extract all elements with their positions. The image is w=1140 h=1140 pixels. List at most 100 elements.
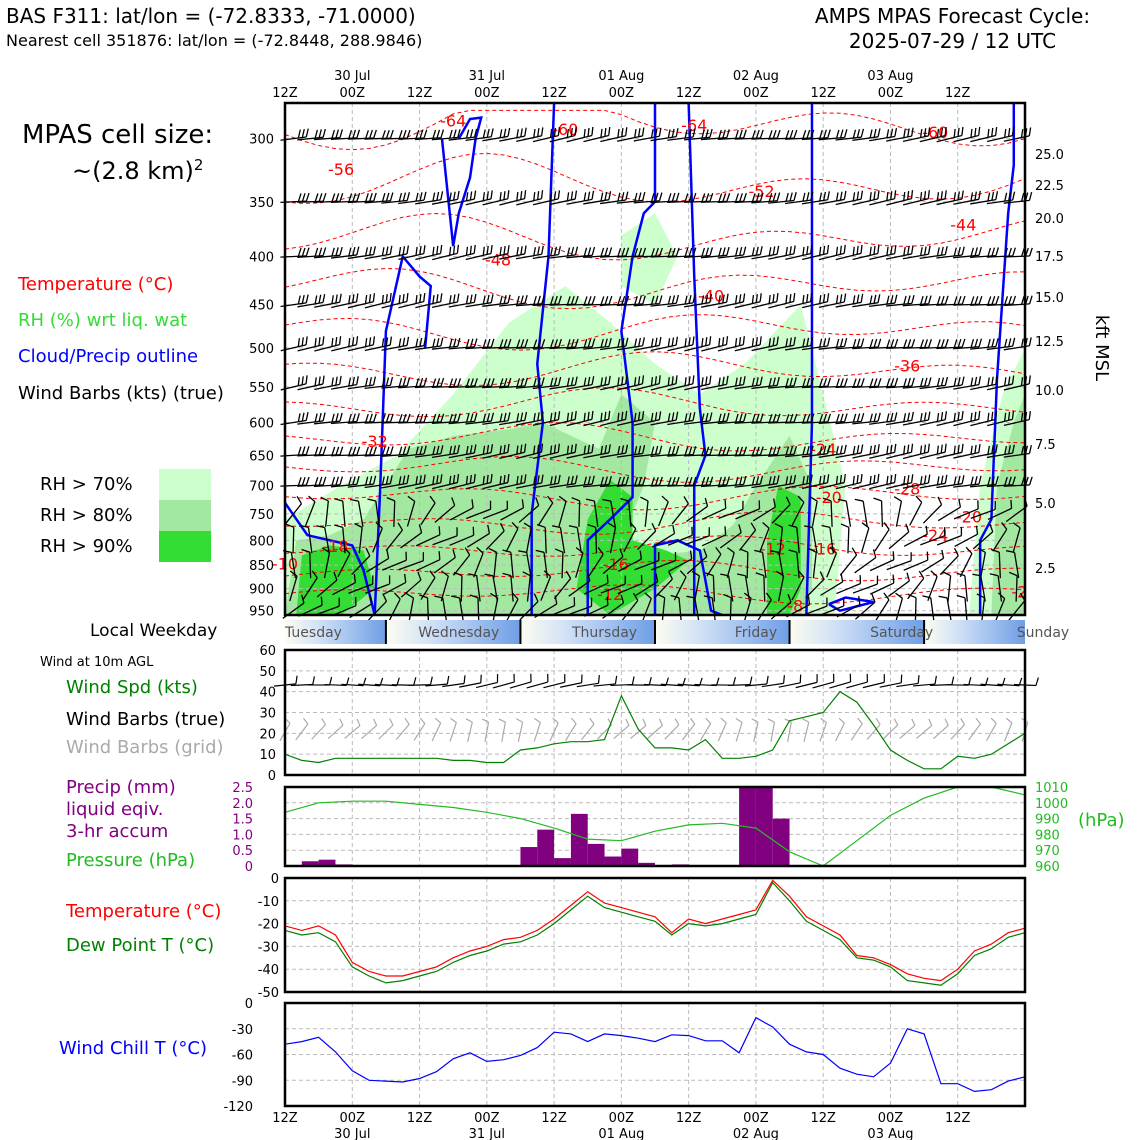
wind-barb-feather: [829, 546, 837, 554]
wind-barb-feather: [940, 295, 945, 305]
wind-barb-feather: [806, 413, 811, 423]
wind-barb-feather: [415, 476, 418, 485]
wind-barb-shaft: [997, 683, 1020, 687]
wind-barb-feather: [1001, 522, 1008, 530]
wind-barb: [986, 247, 1016, 258]
wind-barb-feather: [684, 413, 688, 422]
wind-barb-feather: [600, 476, 604, 486]
temperature-contour-7: [284, 422, 1026, 452]
wind-barb-grid: [802, 718, 810, 742]
pressure-tick-label: 650: [249, 449, 274, 464]
wind-barb-feather: [518, 550, 527, 554]
wind-barb-feather: [355, 293, 359, 303]
wind-barb-feather: [348, 295, 351, 304]
wind-barb-shaft: [633, 135, 660, 142]
wind-barb: [449, 526, 475, 546]
wind-barb: [686, 548, 708, 575]
wind-barb-feather: [537, 475, 540, 484]
wind-barb-feather: [453, 571, 463, 577]
wind-barb-feather: [339, 375, 342, 385]
pressure-tick-label: 950: [249, 605, 274, 620]
wind-barb-feather: [625, 476, 630, 485]
wind-barb-feather: [402, 377, 407, 387]
wind-barb-feather: [654, 476, 659, 486]
wind-barb: [347, 413, 377, 424]
bottom-date-tick-label: 02 Aug: [733, 1127, 779, 1140]
wind-barb-feather: [499, 445, 502, 455]
pressure-tick-label: 700: [249, 480, 274, 495]
wind-barb-shaft: [466, 508, 491, 520]
wind-barb-feather: [385, 129, 390, 139]
wind-barb-shaft: [358, 527, 363, 554]
wind-barb-feather: [785, 294, 788, 304]
wind-barb-feather: [297, 295, 301, 305]
wind-barb-feather: [604, 127, 607, 137]
top-date-tick-label: 31 Jul: [469, 69, 505, 84]
wind-barb-feather: [406, 377, 411, 386]
wind-barb-feather: [903, 246, 906, 256]
wind-barb-feather: [802, 718, 810, 723]
wind-barb-feather: [423, 337, 427, 346]
wind-barb-grid: [968, 717, 981, 741]
wind-barb-shaft: [382, 559, 407, 571]
wind-barb-feather: [301, 412, 305, 422]
wind-barb: [500, 499, 525, 521]
wind-barb-shaft: [347, 253, 374, 260]
wind-barb-shaft: [651, 532, 675, 548]
wind-barb-feather: [961, 475, 965, 484]
wind-barb-feather: [768, 338, 772, 347]
wind-barb-shaft: [785, 253, 811, 260]
wind-barb-feather: [338, 597, 340, 607]
wind-barb-feather: [436, 445, 440, 455]
wind-barb-shaft: [801, 453, 828, 458]
wind-barb-feather: [940, 339, 945, 348]
wind-barb-shaft: [869, 302, 895, 307]
wind-barb-shaft: [701, 383, 727, 391]
wind-barb-feather: [602, 498, 611, 502]
wind-barb-feather: [469, 378, 474, 387]
wind-barb-feather: [338, 336, 342, 345]
weekday-label-thursday: Thursday: [571, 625, 637, 641]
wind-barb-shaft: [785, 482, 811, 489]
wind-barb-shaft: [347, 421, 374, 424]
wind-barb-feather: [802, 130, 807, 139]
wind-barb-feather: [957, 246, 961, 256]
wind-barb-feather: [776, 245, 780, 255]
wind-barb-shaft: [835, 420, 862, 425]
wind-barb: [583, 338, 612, 350]
wind-barb-feather: [625, 191, 629, 201]
wind-barb: [519, 593, 539, 621]
wind-barb: [734, 446, 764, 457]
wind-barb-feather: [1028, 295, 1033, 305]
height-axis-label: kft MSL: [1091, 315, 1112, 381]
wind-barb-feather: [686, 595, 695, 599]
wind-barb-shaft: [801, 137, 828, 141]
wind-barb-shaft: [986, 452, 1013, 459]
wind-barb-feather: [604, 445, 607, 454]
wind-barb-feather: [365, 193, 369, 202]
wind-barb-feather: [557, 127, 561, 136]
wind-barb-feather: [629, 521, 637, 530]
wind-barb-feather: [305, 375, 308, 384]
wind-barb-shaft: [738, 529, 757, 551]
wind-barb-feather: [789, 446, 794, 455]
wind-barb-feather: [861, 522, 870, 529]
wind-barb-feather: [839, 245, 842, 255]
wind-barb-feather: [348, 446, 353, 456]
wind-barb-shaft: [575, 552, 584, 578]
pressure-unit-label: (hPa): [1078, 810, 1125, 831]
wind-barb-shaft: [600, 452, 626, 459]
wind-barb-feather: [810, 474, 813, 484]
wind-barb-feather: [348, 193, 353, 202]
wind-barb: [734, 336, 762, 352]
wind-barb-shaft: [964, 597, 968, 624]
top-hour-tick-label: 12Z: [407, 86, 433, 101]
wind-barb-shaft: [448, 198, 475, 206]
wind-barb-feather: [978, 338, 983, 348]
wind-barb-shaft: [347, 200, 374, 204]
wind-barb-feather: [799, 674, 802, 683]
wind-barb-feather: [835, 338, 840, 348]
wind-barb-feather: [608, 410, 611, 420]
wind-barb: [801, 337, 831, 351]
temperature-contour-label-13: -28: [894, 480, 920, 499]
